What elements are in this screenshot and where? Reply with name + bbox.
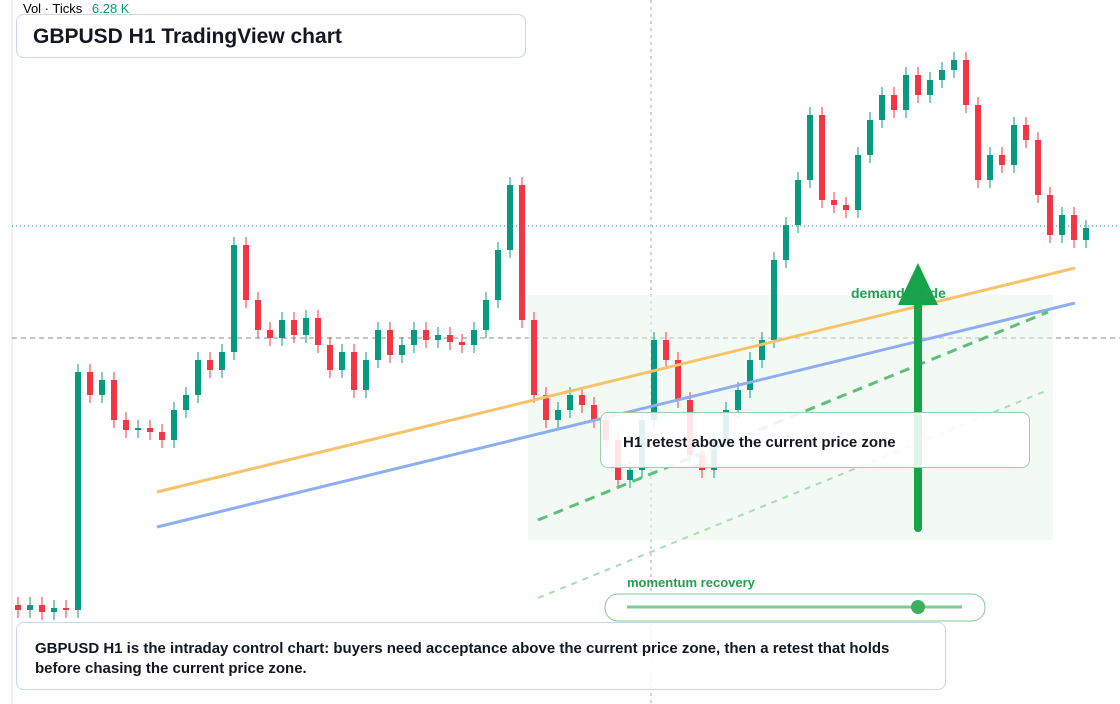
candle-body (99, 380, 105, 395)
candle-body (663, 340, 669, 360)
candle-body (495, 250, 501, 300)
arrow-head (898, 263, 938, 305)
candle-body (855, 155, 861, 210)
indicator: Vol · Ticks 6.28 K (23, 1, 129, 16)
candle-body (567, 395, 573, 410)
slider-knob (911, 600, 925, 614)
candle-body (123, 420, 129, 430)
indicator-value: 6.28 K (91, 1, 130, 16)
candle-body (987, 155, 993, 180)
candle-body (351, 352, 357, 390)
candle-body (51, 608, 57, 612)
candle-body (87, 372, 93, 395)
candle-body (435, 335, 441, 340)
candle-body (459, 342, 465, 345)
candle-body (327, 345, 333, 370)
candle-body (447, 335, 453, 342)
candle-body (747, 360, 753, 390)
note: GBPUSD H1 is the intraday control chart:… (16, 622, 946, 690)
candle-body (39, 605, 45, 612)
candle-body (1071, 215, 1077, 240)
candle-body (1011, 125, 1017, 165)
candle-body (195, 360, 201, 395)
callout: H1 retest above the current price zone (600, 412, 1030, 468)
candle-body (939, 70, 945, 80)
candle-body (63, 608, 69, 610)
candle-body (807, 115, 813, 180)
candle-body (879, 95, 885, 120)
candle-body (1059, 215, 1065, 235)
candle-body (675, 360, 681, 400)
candle-body (411, 330, 417, 345)
candle-body (1047, 195, 1053, 235)
candle-body (927, 80, 933, 95)
candle-body (219, 352, 225, 370)
candle-body (555, 410, 561, 420)
candle-body (867, 120, 873, 155)
candle-body (519, 185, 525, 320)
candle-body (267, 330, 273, 338)
candle-body (375, 330, 381, 360)
candle-body (399, 345, 405, 355)
candle-body (1023, 125, 1029, 140)
candle-body (303, 318, 309, 335)
candle-body (531, 320, 537, 395)
candle-body (135, 428, 141, 430)
candle-body (951, 60, 957, 70)
candle-body (171, 410, 177, 440)
candle-body (279, 320, 285, 338)
candle-body (471, 330, 477, 345)
candle-body (507, 185, 513, 250)
candle-body (423, 330, 429, 340)
candle-body (771, 260, 777, 340)
candle-body (915, 75, 921, 95)
candle-body (111, 380, 117, 420)
candle-body (255, 300, 261, 330)
candle-body (591, 405, 597, 420)
candle-body (903, 75, 909, 110)
candle-body (387, 330, 393, 355)
candle-body (15, 605, 21, 610)
candle-body (243, 245, 249, 300)
candle-body (963, 60, 969, 105)
candle-body (795, 180, 801, 225)
candle-body (627, 470, 633, 480)
annotation: momentum recovery (627, 575, 756, 590)
annotation: demand guide (851, 285, 946, 301)
candle-body (339, 352, 345, 370)
candle-body (27, 605, 33, 610)
candle-body (1035, 140, 1041, 195)
candle-body (183, 395, 189, 410)
candle-body (207, 360, 213, 370)
candle-body (831, 200, 837, 205)
candles (15, 52, 1089, 620)
candle-body (159, 432, 165, 440)
candle-body (651, 340, 657, 420)
candle-body (819, 115, 825, 200)
indicator-label: Vol · Ticks (23, 1, 83, 16)
candle-body (843, 205, 849, 210)
candle-body (1083, 228, 1089, 240)
candle-body (147, 428, 153, 432)
candle-body (735, 390, 741, 410)
candle-body (315, 318, 321, 345)
candle-body (291, 320, 297, 335)
candle-body (363, 360, 369, 390)
candle-body (759, 340, 765, 360)
candle-body (231, 245, 237, 352)
candle-body (543, 395, 549, 420)
candle-body (579, 395, 585, 405)
candle-body (75, 372, 81, 610)
candle-body (891, 95, 897, 110)
candle-body (483, 300, 489, 330)
title: GBPUSD H1 TradingView chart (16, 14, 526, 58)
candle-body (999, 155, 1005, 165)
candle-body (783, 225, 789, 260)
candle-body (975, 105, 981, 180)
